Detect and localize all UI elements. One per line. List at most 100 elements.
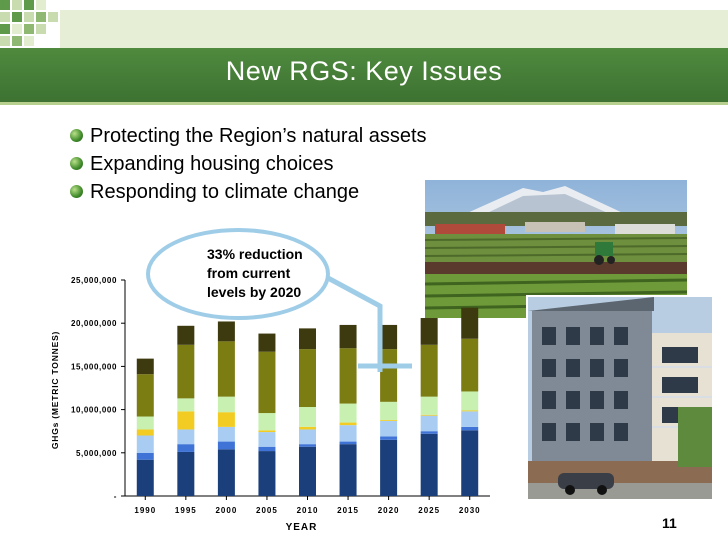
bar-segment [217,341,235,397]
bar-segment [461,307,479,339]
bullet-item: Responding to climate change [66,178,427,206]
x-tick-label: 2010 [297,506,319,515]
bar-segment [299,429,316,445]
bar-segment [461,391,479,411]
y-tick-label: - [114,492,117,501]
bar-segment [258,446,276,452]
bar-segment [299,426,316,430]
bullet-item: Protecting the Region’s natural assets [66,122,427,150]
bar-segment [461,338,479,392]
bar-segment [420,415,438,432]
bar-segment [461,410,479,412]
bar-segment [420,433,438,496]
bar-segment [420,431,438,434]
bar-segment [339,422,357,426]
callout-line: 33% reduction [207,246,303,262]
bar-segment [380,324,398,350]
x-axis-label: YEAR [286,522,318,533]
bullet-list: Protecting the Region’s natural assets E… [66,122,427,206]
bar-segment [136,374,154,417]
bar-segment [299,349,316,408]
y-axis-label: GHGs (METRIC TONNES) [50,331,60,449]
green-bullet-icon [70,157,83,170]
condo-building-photo [526,295,714,501]
bar-segment [217,396,235,413]
bar-segment [258,432,276,447]
bar-segment [217,412,235,427]
bar-segment [461,426,479,431]
bar-segment [380,419,398,421]
bullet-text: Expanding housing choices [90,153,334,175]
x-tick-label: 1990 [134,506,156,515]
bar-segment [258,333,276,352]
callout-ellipse [146,228,330,320]
bar-segment [217,449,235,496]
x-tick-label: 2000 [215,506,237,515]
bullet-item: Expanding housing choices [66,150,427,178]
x-tick-label: 2025 [418,506,440,515]
bar-segment [380,439,398,496]
title-underline [0,102,728,105]
y-tick-label: 5,000,000 [76,449,117,458]
bar-segment [461,411,479,427]
bar-segment [177,344,195,399]
bar-segment [217,441,235,450]
y-tick-label: 25,000,000 [71,276,117,285]
x-tick-label: 2030 [459,506,481,515]
bar-segment [177,444,195,452]
bar-segment [420,396,438,415]
header-decoration [0,0,728,48]
callout-line: from current [207,265,291,281]
bar-segment [217,321,235,342]
bar-segment [217,426,235,442]
bar-segment [136,435,154,453]
bar-segment [299,444,316,447]
green-bullet-icon [70,129,83,142]
bar-segment [380,436,398,440]
bar-segment [339,441,357,445]
bar-segment [258,430,276,433]
bar-segment [177,429,195,445]
bar-segment [177,451,195,496]
bar-segment [177,325,195,345]
title-band [0,48,728,102]
bar-segment [258,351,276,414]
bar-segment [177,411,195,430]
bar-segment [380,349,398,402]
bar-segment [339,425,357,442]
bar-segment [258,413,276,431]
y-tick-label: 15,000,000 [71,362,117,371]
bar-segment [136,429,154,436]
bar-segment [380,420,398,437]
bar-segment [258,451,276,496]
bar-segment [299,328,316,350]
callout-arrow [326,275,383,372]
bar-segment [177,398,195,412]
bar-segment [136,459,154,496]
bar-segment [136,358,154,375]
bullet-text: Responding to climate change [90,181,360,203]
bar-segment [420,344,438,397]
bar-segment [339,324,357,349]
callout-line: levels by 2020 [207,284,301,300]
x-tick-label: 2020 [378,506,400,515]
y-tick-label: 20,000,000 [71,319,117,328]
bar-segment [136,416,154,430]
bar-segment [339,403,357,423]
bar-segment [420,414,438,416]
bar-segment [461,430,479,496]
bar-segment [339,348,357,404]
slide-title: New RGS: Key Issues [225,56,503,86]
bar-segment [380,401,398,420]
page-number: 11 [662,515,677,531]
bar-segment [136,452,154,460]
x-tick-label: 1995 [175,506,197,515]
bar-segment [339,444,357,496]
bullet-text: Protecting the Region’s natural assets [90,125,427,147]
x-tick-label: 2005 [256,506,278,515]
x-tick-label: 2015 [337,506,359,515]
y-tick-label: 10,000,000 [71,406,117,415]
green-bullet-icon [70,185,83,198]
